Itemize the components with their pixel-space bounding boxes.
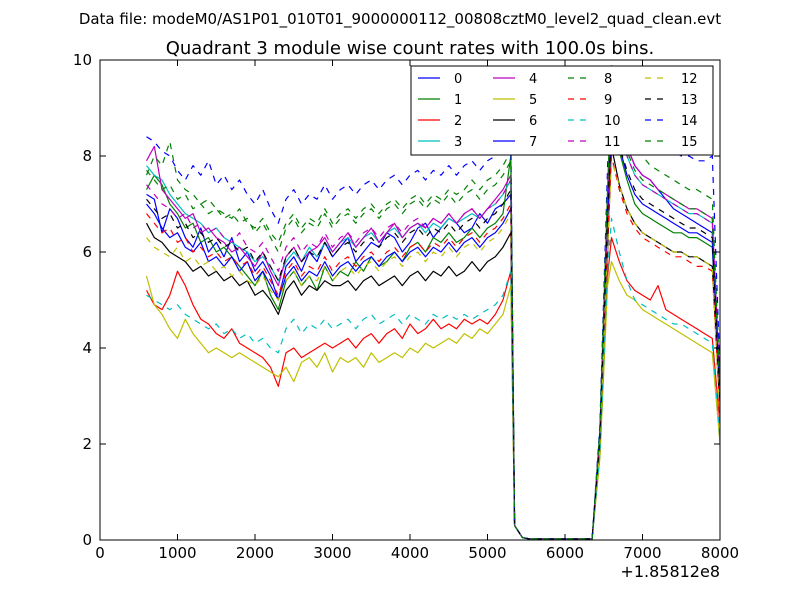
y-tick-label: 10 [73, 51, 92, 69]
legend-box [410, 65, 714, 156]
legend-label-8: 8 [604, 72, 612, 87]
x-tick-label: 5000 [468, 544, 506, 562]
x-tick-label: 6000 [546, 544, 584, 562]
y-tick-label: 4 [82, 339, 92, 357]
x-tick-label: 3000 [313, 544, 351, 562]
series-line-9 [146, 155, 720, 540]
series-line-13 [146, 121, 720, 540]
series-line-5 [145, 261, 720, 540]
series-line-2 [145, 237, 720, 540]
x-tick-label: 0 [95, 544, 105, 562]
x-tick-label: 8000 [701, 544, 739, 562]
legend-label-9: 9 [604, 93, 612, 108]
series-line-7 [146, 112, 720, 540]
series-line-8 [145, 73, 720, 540]
legend-label-11: 11 [604, 135, 621, 150]
series-line-3 [146, 92, 720, 540]
y-tick-label: 0 [82, 531, 92, 549]
y-tick-label: 6 [82, 243, 92, 261]
legend-label-4: 4 [529, 72, 537, 87]
legend-label-3: 3 [454, 135, 462, 150]
series-line-6 [145, 145, 720, 540]
series-line-15 [146, 102, 720, 540]
legend-label-0: 0 [454, 72, 462, 87]
legend-label-1: 1 [454, 93, 462, 108]
legend-label-14: 14 [681, 114, 698, 129]
legend-label-13: 13 [681, 93, 698, 108]
legend-label-10: 10 [604, 114, 621, 129]
x-tick-label: 2000 [236, 544, 274, 562]
series-line-10 [146, 217, 720, 540]
legend-label-12: 12 [681, 72, 698, 87]
chart-title: Quadrant 3 module wise count rates with … [166, 38, 655, 59]
x-offset-label: +1.85812e8 [620, 562, 720, 581]
x-tick-label: 7000 [623, 544, 661, 562]
legend-label-15: 15 [681, 135, 698, 150]
x-tick-label: 1000 [158, 544, 196, 562]
y-tick-label: 2 [82, 435, 92, 453]
legend-label-5: 5 [529, 93, 537, 108]
x-tick-label: 4000 [391, 544, 429, 562]
legend-label-6: 6 [529, 114, 537, 129]
series-line-1 [145, 126, 720, 540]
legend-label-2: 2 [454, 114, 462, 129]
legend-label-7: 7 [529, 135, 537, 150]
chart-suptitle: Data file: modeM0/AS1P01_010T01_90000001… [79, 10, 721, 29]
y-tick-label: 8 [82, 147, 92, 165]
